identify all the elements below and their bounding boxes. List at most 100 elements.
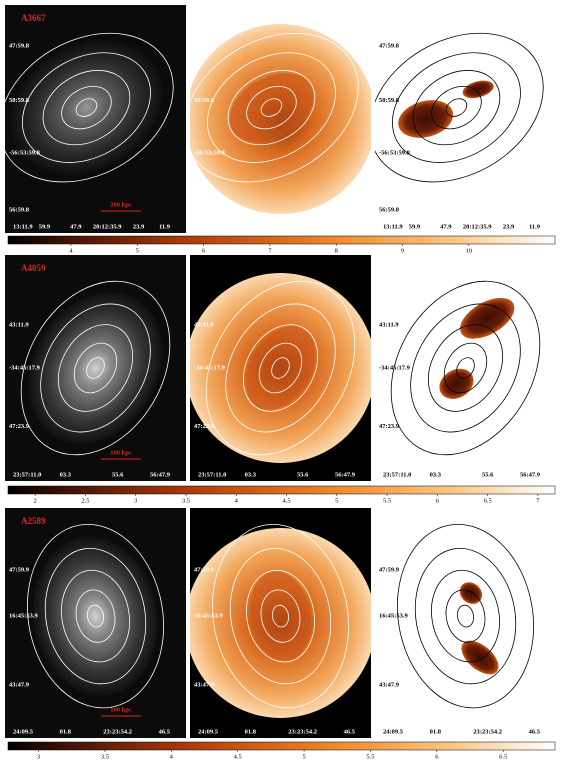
x-coordinate-label: 11.9 xyxy=(344,223,356,230)
x-coordinate-label: 11.9 xyxy=(159,223,171,230)
y-coordinate-label: 47:59.8 xyxy=(379,43,400,50)
x-coordinate-label: 56:47.9 xyxy=(335,471,356,478)
contour xyxy=(431,85,482,130)
residual-blob xyxy=(461,640,499,675)
x-coordinate-label: 23:23:54.2 xyxy=(288,728,317,735)
y-coordinate-label: 43:47.9 xyxy=(194,682,215,689)
contour xyxy=(427,324,504,412)
colorbar-tick-label: 4.5 xyxy=(234,753,242,760)
contour xyxy=(445,98,468,117)
colorbar-tick-label: 6.5 xyxy=(484,497,492,504)
colorbar-tick-label: 4 xyxy=(235,497,239,504)
cluster-name: A2589 xyxy=(21,516,46,526)
colorbar-tick-label: 5.5 xyxy=(366,753,374,760)
y-coordinate-label: -56:53:59.8 xyxy=(379,150,411,157)
colorbar-tick-label: 5 xyxy=(136,247,139,254)
y-coordinate-label: 56:59.8 xyxy=(9,207,30,214)
colorbar-tick-label: 5.5 xyxy=(383,497,391,504)
y-coordinate-label: 50:59.8 xyxy=(194,97,215,104)
contour xyxy=(21,52,151,163)
x-coordinate-label: 47.9 xyxy=(440,223,452,230)
contour xyxy=(44,547,147,685)
x-coordinate-label: 46.5 xyxy=(159,728,171,735)
contour xyxy=(190,32,359,183)
panel-bg xyxy=(375,255,556,481)
x-coordinate-label: 23:57:11.0 xyxy=(13,471,41,478)
x-coordinate-label: 23:23:54.2 xyxy=(473,728,502,735)
y-coordinate-label: 47:23.9 xyxy=(194,423,215,430)
x-coordinate-label: 20:12:35.9 xyxy=(93,223,122,230)
x-coordinate-label: 01.8 xyxy=(60,728,72,735)
contour xyxy=(40,303,151,433)
residual-blob xyxy=(460,297,515,339)
y-coordinate-label: 16:45:53.9 xyxy=(379,613,408,620)
residual-blob xyxy=(459,582,483,604)
colorbar-tick-label: 2 xyxy=(34,497,37,504)
x-coordinate-label: 23:23:54.2 xyxy=(103,728,132,735)
y-coordinate-label: -34:45:17.9 xyxy=(379,364,411,371)
colorbar-tick-label: 3.5 xyxy=(101,753,109,760)
y-coordinate-label: 56:59.8 xyxy=(379,207,400,214)
x-coordinate-label: 13:11.9 xyxy=(13,223,33,230)
contour xyxy=(61,569,130,663)
contour xyxy=(20,280,171,456)
scale-bar-label: 200 kpc xyxy=(110,201,132,208)
y-coordinate-label: -56:53:59.8 xyxy=(9,150,41,157)
y-coordinate-label: 16:45:53.9 xyxy=(194,613,223,620)
panel: 47:59.9 16:45:53.9 43:47.9 24:09.5 01.8 23:23… xyxy=(375,508,556,738)
colorbar-tick-label: 6 xyxy=(435,753,439,760)
panel: 47:59.8 50:59.8 -56:53:59.8 56:59.8 13:11.9 5… xyxy=(375,5,556,233)
x-coordinate-label: 23.9 xyxy=(318,223,330,230)
colorbar-tick-label: 2.5 xyxy=(81,497,89,504)
colorbar-tick-label: 3.5 xyxy=(182,497,190,504)
contour xyxy=(229,547,332,685)
panel: 47:59.8 50:59.8 -56:53:59.8 56:59.8 13:11.9 5… xyxy=(190,5,371,233)
y-coordinate-label: -34:45:17.9 xyxy=(194,364,226,371)
x-coordinate-label: 03.3 xyxy=(60,471,72,478)
residual-blob xyxy=(439,368,474,399)
contour xyxy=(271,604,290,628)
temperature-core xyxy=(246,326,315,410)
x-coordinate-label: 11.9 xyxy=(529,223,541,230)
contour xyxy=(61,85,112,130)
contour xyxy=(227,70,316,146)
scale-bar-label: 100 kpc xyxy=(110,706,132,713)
x-coordinate-label: 55.6 xyxy=(297,471,309,478)
colorbar-tick-label: 6 xyxy=(436,497,440,504)
x-coordinate-label: 20:12:35.9 xyxy=(463,223,492,230)
x-coordinate-label: 23.9 xyxy=(503,223,515,230)
colorbar xyxy=(7,485,556,495)
contour xyxy=(390,280,541,456)
panel: 47:59.9 16:45:53.9 43:47.9 24:09.5 01.8 23:23… xyxy=(5,508,186,738)
y-coordinate-label: 50:59.8 xyxy=(379,97,400,104)
colorbar-tick-label: 4 xyxy=(170,753,174,760)
contour xyxy=(391,52,521,163)
x-coordinate-label: 20:12:35.9 xyxy=(278,223,307,230)
contour xyxy=(75,98,98,117)
colorbar-tick-label: 4 xyxy=(69,247,73,254)
colorbar-tick-label: 9 xyxy=(401,247,404,254)
y-coordinate-label: 43:11.9 xyxy=(194,322,214,329)
contour xyxy=(260,589,301,643)
y-coordinate-label: 43:47.9 xyxy=(9,682,30,689)
contour xyxy=(414,547,517,685)
contour xyxy=(27,523,164,709)
x-coordinate-label: 03.3 xyxy=(245,471,257,478)
y-coordinate-label: 47:59.9 xyxy=(194,567,215,574)
x-coordinate-label: 24:09.5 xyxy=(198,728,219,735)
y-coordinate-label: 43:47.9 xyxy=(379,682,400,689)
colorbar-tick-label: 4.5 xyxy=(282,497,290,504)
x-coordinate-label: 56:47.9 xyxy=(520,471,541,478)
cluster-name: A4059 xyxy=(21,263,46,273)
x-coordinate-label: 46.5 xyxy=(344,728,356,735)
contour xyxy=(445,589,486,643)
colorbar-tick-label: 6 xyxy=(202,247,206,254)
contour xyxy=(375,32,544,183)
contour xyxy=(73,342,118,394)
x-coordinate-label: 03.3 xyxy=(430,471,442,478)
xray-emission xyxy=(32,536,159,696)
contour xyxy=(5,32,174,183)
colorbar xyxy=(7,741,556,751)
x-coordinate-label: 59.9 xyxy=(224,223,236,230)
colorbar-tick-label: 10 xyxy=(466,247,473,254)
